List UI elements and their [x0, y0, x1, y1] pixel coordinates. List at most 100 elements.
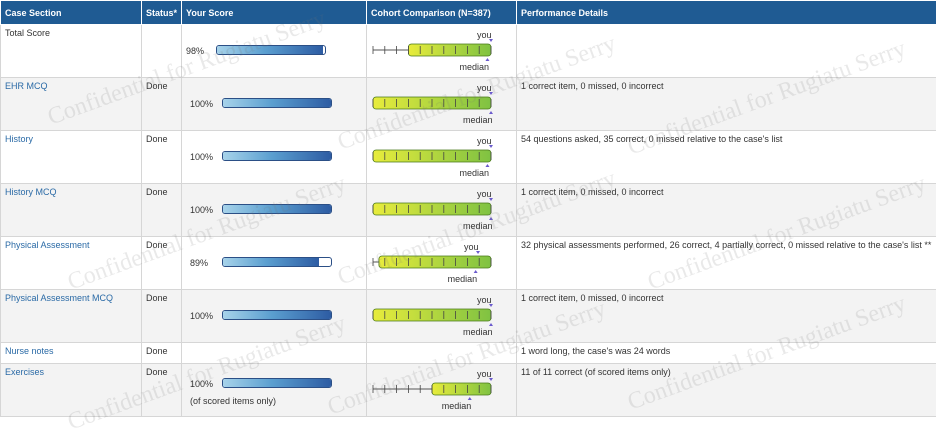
- header-cohort-comparison: Cohort Comparison (N=387): [367, 1, 517, 25]
- score-cell: 98%: [182, 25, 367, 78]
- cohort-comparison-chart: you median: [371, 81, 512, 127]
- case-section-cell: Physical Assessment MCQ: [1, 290, 142, 343]
- performance-details-cell: 1 word long, the case's was 24 words: [517, 343, 936, 364]
- table-header-row: Case Section Status* Your Score Cohort C…: [1, 1, 936, 25]
- table-row: Nurse notes Done 1 word long, the case's w…: [1, 343, 936, 364]
- header-performance-details: Performance Details: [517, 1, 936, 25]
- score-progress-fill: [223, 99, 331, 107]
- status-cell: Done: [142, 237, 182, 290]
- score-cell: 100%: [182, 131, 367, 184]
- score-progress-bar: [222, 98, 332, 108]
- score-progress-fill: [223, 205, 331, 213]
- score-percent: 89%: [190, 258, 208, 268]
- median-label: median: [463, 327, 493, 337]
- case-section-link[interactable]: History MCQ: [5, 187, 57, 197]
- score-display: 100%: [186, 293, 362, 339]
- score-percent: 100%: [190, 152, 213, 162]
- case-section-link[interactable]: Exercises: [5, 367, 44, 377]
- you-label: you: [477, 136, 492, 146]
- score-percent: 100%: [190, 99, 213, 109]
- case-section-label: Total Score: [5, 28, 50, 38]
- case-section-cell: Exercises: [1, 364, 142, 417]
- score-cell: 100%: [182, 290, 367, 343]
- score-cell: [182, 343, 367, 364]
- performance-table: Case Section Status* Your Score Cohort C…: [0, 0, 936, 417]
- score-display: 100%: [186, 134, 362, 180]
- case-section-cell: Nurse notes: [1, 343, 142, 364]
- table-row: Exercises Done 100% (of scored items only) y…: [1, 364, 936, 417]
- header-your-score: Your Score: [182, 1, 367, 25]
- cohort-cell: [367, 343, 517, 364]
- score-cell: 100% (of scored items only): [182, 364, 367, 417]
- cohort-range-bar: [432, 383, 491, 395]
- score-progress-bar: [216, 45, 326, 55]
- median-marker-icon: [474, 270, 478, 273]
- status-cell: [142, 25, 182, 78]
- status-cell: Done: [142, 131, 182, 184]
- score-cell: 100%: [182, 184, 367, 237]
- score-percent: 98%: [186, 46, 204, 56]
- you-label: you: [477, 83, 492, 93]
- cohort-range-bar: [408, 44, 491, 56]
- you-label: you: [477, 295, 492, 305]
- score-display: 89%: [186, 240, 362, 286]
- score-progress-fill: [223, 311, 331, 319]
- performance-details-cell: [517, 25, 936, 78]
- performance-details-cell: 32 physical assessments performed, 26 co…: [517, 237, 936, 290]
- status-cell: Done: [142, 343, 182, 364]
- cohort-comparison-chart: you median: [371, 293, 512, 339]
- case-section-cell: Physical Assessment: [1, 237, 142, 290]
- score-cell: 89%: [182, 237, 367, 290]
- score-display: 100% (of scored items only): [186, 367, 362, 413]
- median-marker-icon: [489, 217, 493, 220]
- case-section-cell: Total Score: [1, 25, 142, 78]
- score-progress-bar: [222, 204, 332, 214]
- you-label: you: [477, 30, 492, 40]
- score-display: 100%: [186, 81, 362, 127]
- performance-details-cell: 1 correct item, 0 missed, 0 incorrect: [517, 290, 936, 343]
- cohort-cell: you median: [367, 25, 517, 78]
- median-label: median: [459, 62, 489, 72]
- cohort-comparison-chart: you median: [371, 28, 512, 74]
- you-label: you: [477, 189, 492, 199]
- status-cell: Done: [142, 290, 182, 343]
- cohort-strip: [371, 240, 511, 286]
- case-section-link[interactable]: Nurse notes: [5, 346, 54, 356]
- median-label: median: [463, 115, 493, 125]
- performance-details-cell: 54 questions asked, 35 correct, 0 missed…: [517, 131, 936, 184]
- score-progress-bar: [222, 257, 332, 267]
- score-percent: 100%: [190, 311, 213, 321]
- case-section-link[interactable]: Physical Assessment MCQ: [5, 293, 113, 303]
- score-cell: 100%: [182, 78, 367, 131]
- case-section-link[interactable]: Physical Assessment: [5, 240, 90, 250]
- score-progress-fill: [217, 46, 323, 54]
- score-progress-fill: [223, 379, 331, 387]
- median-marker-icon: [489, 323, 493, 326]
- median-label: median: [442, 401, 472, 411]
- header-status: Status*: [142, 1, 182, 25]
- status-cell: Done: [142, 78, 182, 131]
- status-cell: Done: [142, 184, 182, 237]
- case-section-cell: History: [1, 131, 142, 184]
- median-label: median: [448, 274, 478, 284]
- median-marker-icon: [485, 164, 489, 167]
- score-note: (of scored items only): [190, 396, 276, 406]
- score-percent: 100%: [190, 379, 213, 389]
- case-section-link[interactable]: EHR MCQ: [5, 81, 48, 91]
- score-progress-bar: [222, 310, 332, 320]
- case-section-link[interactable]: History: [5, 134, 33, 144]
- score-progress-bar: [222, 378, 332, 388]
- score-display: 98%: [186, 28, 362, 74]
- cohort-range-bar: [379, 256, 491, 268]
- cohort-cell: you median: [367, 78, 517, 131]
- status-cell: Done: [142, 364, 182, 417]
- performance-details-cell: 1 correct item, 0 missed, 0 incorrect: [517, 184, 936, 237]
